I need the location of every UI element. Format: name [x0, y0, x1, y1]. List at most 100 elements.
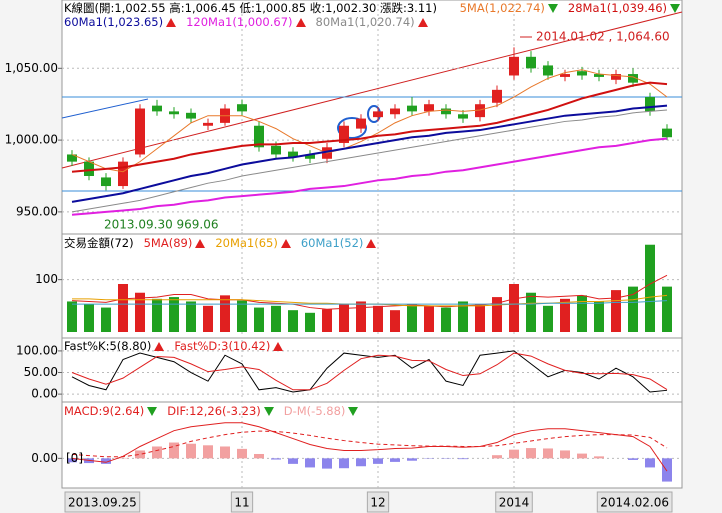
series-line [71, 109, 668, 213]
series-line [71, 137, 668, 216]
candle-body [203, 122, 213, 126]
candle-body [509, 56, 519, 76]
bar [169, 442, 179, 459]
bar [373, 458, 383, 464]
legend-arrow [263, 407, 274, 416]
candle-body [373, 111, 383, 118]
legend-label: 20Ma1(65) [215, 236, 278, 250]
candle-body [407, 105, 417, 112]
candle-body [152, 105, 162, 112]
x-tick-label: 2014 [499, 496, 530, 510]
candle-body [611, 74, 621, 80]
legend-arrow [273, 342, 284, 351]
bar [237, 448, 247, 459]
series-line [71, 274, 668, 310]
x-label-box [366, 491, 390, 513]
bar [492, 297, 502, 332]
legend-item: 20Ma1(65) [215, 236, 291, 250]
annotation: 2013.09.30 969.06 [104, 218, 219, 232]
y-tick-label: 1,000.00 [5, 133, 58, 147]
bar [577, 453, 587, 459]
bar [390, 458, 400, 462]
bar [118, 284, 128, 332]
y-tick-label: 0.00 [31, 387, 58, 401]
legend-item: 28Ma1(1,039.46) [568, 1, 680, 15]
legend: 交易金額(72) 5MA(89) 20Ma1(65) 60Ma1(52) [64, 236, 680, 250]
legend-label: 60Ma1(52) [300, 236, 364, 250]
bar [322, 458, 332, 469]
trend-line [61, 98, 149, 119]
legend-item: Fast%K:5(8.80) [64, 339, 165, 353]
bar [203, 305, 213, 332]
bar [67, 301, 77, 332]
legend-arrow [547, 4, 558, 13]
bar [526, 292, 536, 332]
bar [662, 458, 672, 482]
series-line [72, 300, 668, 305]
bar [492, 455, 502, 459]
legend-item: 80Ma1(1,020.74) [316, 15, 428, 29]
candle-body [305, 154, 315, 159]
y-tick-label: 950.00 [16, 204, 58, 218]
bar [220, 295, 230, 332]
candle-body [543, 65, 553, 76]
x-tick-label: 2014.02.06 [600, 496, 669, 510]
bar [101, 458, 111, 464]
candle-body [339, 125, 349, 143]
candle-body [271, 145, 281, 155]
legend-arrow [295, 18, 306, 27]
bar [373, 305, 383, 332]
y-tick-label: 1,050.00 [5, 61, 58, 75]
bar [441, 307, 451, 332]
legend-arrow [154, 342, 165, 351]
candle-body [645, 97, 655, 112]
legend-item: 交易金額(72) [64, 236, 134, 250]
legend-label: 5MA(1,022.74) [459, 1, 545, 15]
y-tick-label: 100.00 [16, 343, 58, 357]
bar [220, 446, 230, 459]
legend-arrow [417, 18, 428, 27]
bar [84, 304, 94, 332]
y-tick-label: 0.00 [31, 451, 58, 465]
bar [594, 456, 604, 459]
series-line [71, 104, 668, 203]
price-panel [61, 0, 683, 235]
candle-body [577, 71, 587, 76]
candle-body [390, 108, 400, 115]
legend: Fast%K:5(8.80) Fast%D:3(10.42) [64, 339, 680, 353]
series-line [71, 430, 668, 458]
candle-body [441, 108, 451, 115]
bar [135, 292, 145, 332]
legend-item: Fast%D:3(10.42) [174, 339, 284, 353]
legend-label: 120Ma1(1,000.67) [186, 15, 293, 29]
bar [339, 304, 349, 332]
bar [560, 298, 570, 332]
bar [594, 301, 604, 332]
legend-arrow [348, 407, 359, 416]
bar [288, 458, 298, 464]
bar [390, 310, 400, 332]
candle-body [662, 128, 672, 138]
bar [577, 295, 587, 332]
bar [339, 458, 349, 469]
legend-item: 120Ma1(1,000.67) [186, 15, 306, 29]
chart-title: K線圖(開:1,002.55 高:1,006.45 低:1,000.85 收:1… [64, 1, 437, 15]
candle-body [288, 151, 298, 158]
x-label-box [596, 491, 673, 513]
candle-body [458, 114, 468, 119]
candle-body [254, 125, 264, 148]
legend-label: 交易金額(72) [64, 236, 134, 250]
bar [509, 449, 519, 459]
bar [67, 458, 77, 463]
bar [305, 458, 315, 468]
bar [169, 297, 179, 332]
bar [186, 443, 196, 459]
legend-arrow [670, 4, 680, 13]
legend-label: 80Ma1(1,020.74) [315, 15, 415, 29]
candle-body [526, 56, 536, 69]
legend-item: MACD:9(2.64) [64, 404, 158, 418]
legend-label: Fast%D:3(10.42) [174, 339, 271, 353]
bar [356, 301, 366, 332]
legend-label: MACD:9(2.64) [64, 404, 145, 418]
